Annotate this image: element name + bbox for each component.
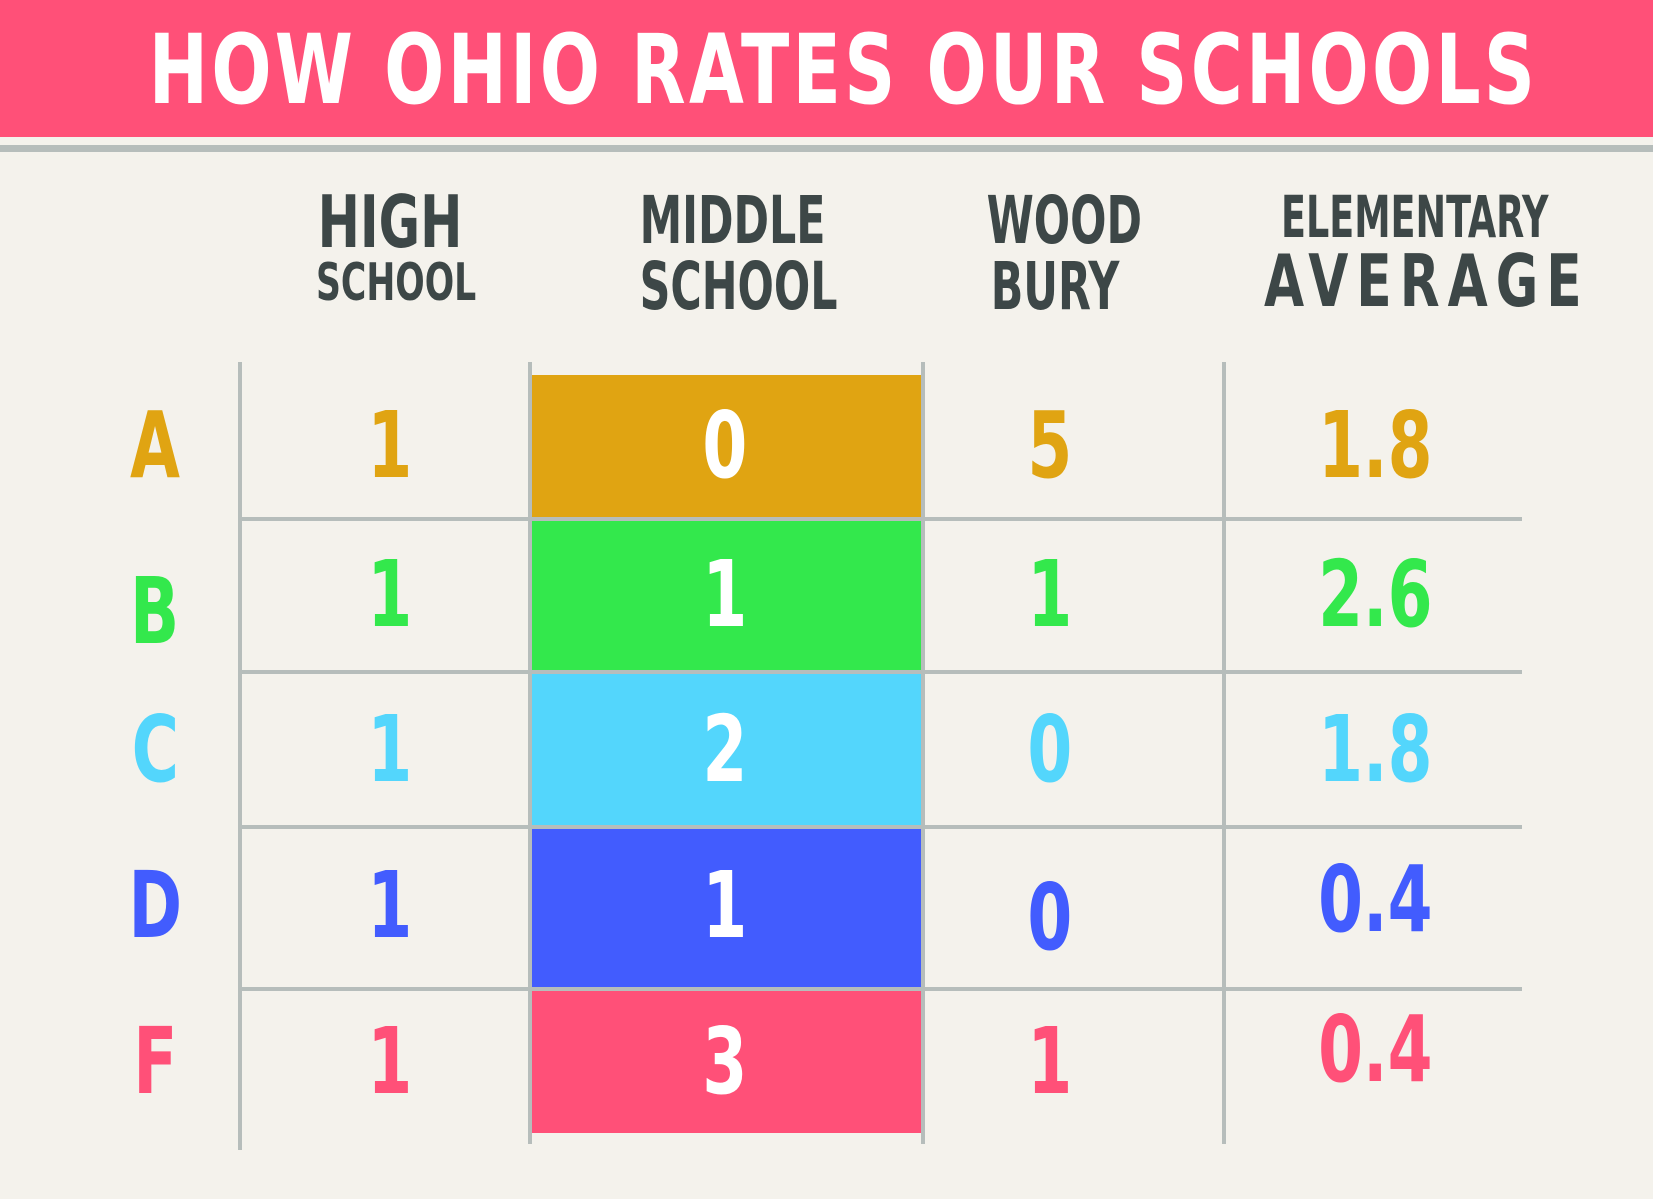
middle-cell-bg-f [531,991,922,1133]
value-a-woodbury: 5 [1027,392,1073,499]
value-f-elementary: 0.4 [1317,996,1433,1103]
value-b-elementary: 2.6 [1317,541,1433,648]
value-f-high: 1 [367,1008,413,1115]
value-a-elementary: 1.8 [1317,392,1433,499]
value-c-woodbury: 0 [1027,696,1073,803]
middle-cell-bg-b [531,521,922,670]
header-elementary-average: ELEMENTARY AVERAGE [1230,183,1590,323]
header-high-school: HIGH SCHOOL [290,180,490,313]
grid-vline-1 [238,362,242,1150]
title-banner [0,0,1653,137]
value-d-high: 1 [367,852,413,959]
value-d-woodbury: 0 [1027,864,1073,971]
value-a-middle: 0 [702,392,748,499]
value-a-high: 1 [367,392,413,499]
grade-label-b: B [130,558,180,665]
grid-vline-2 [528,362,532,1144]
value-b-high: 1 [367,541,413,648]
header-middle-line2: SCHOOL [639,248,838,325]
grid-vline-3 [921,362,925,1144]
value-c-high: 1 [367,696,413,803]
header-elementary-line2: AVERAGE [1264,239,1590,323]
value-f-woodbury: 1 [1027,1008,1073,1115]
middle-cell-bg-a [531,375,922,517]
page-title: HOW OHIO RATES OUR SCHOOLS [148,14,1539,126]
header-high-line1: HIGH [317,180,463,264]
value-d-elementary: 0.4 [1317,846,1433,953]
grid-hline-4 [240,987,1522,991]
value-b-middle: 1 [702,541,748,648]
value-d-middle: 1 [702,852,748,959]
header-middle-line1: MIDDLE [639,182,826,259]
grid-hline-3 [240,825,1522,829]
grade-label-f: F [132,1008,178,1115]
header-woodbury-line1: WOOD [986,182,1142,259]
grid-hline-2 [240,670,1522,674]
grade-label-c: C [131,696,179,803]
grid-hline-1 [240,517,1522,521]
value-f-middle: 3 [702,1008,748,1115]
value-c-middle: 2 [702,696,748,803]
header-high-line2: SCHOOL [316,253,477,313]
value-b-woodbury: 1 [1027,541,1073,648]
middle-cell-bg-c [531,674,922,825]
grid-vline-4 [1222,362,1226,1144]
header-elementary-line1: ELEMENTARY [1281,183,1549,251]
header-woodbury-line2: BURY [990,248,1120,325]
header-middle-school: MIDDLE SCHOOL [606,188,846,320]
grade-label-d: D [128,852,182,959]
value-c-elementary: 1.8 [1317,696,1433,803]
middle-cell-bg-d [531,829,922,987]
grade-label-a: A [130,392,180,499]
header-woodbury: WOOD BURY [960,188,1150,320]
title-rule [0,145,1653,152]
